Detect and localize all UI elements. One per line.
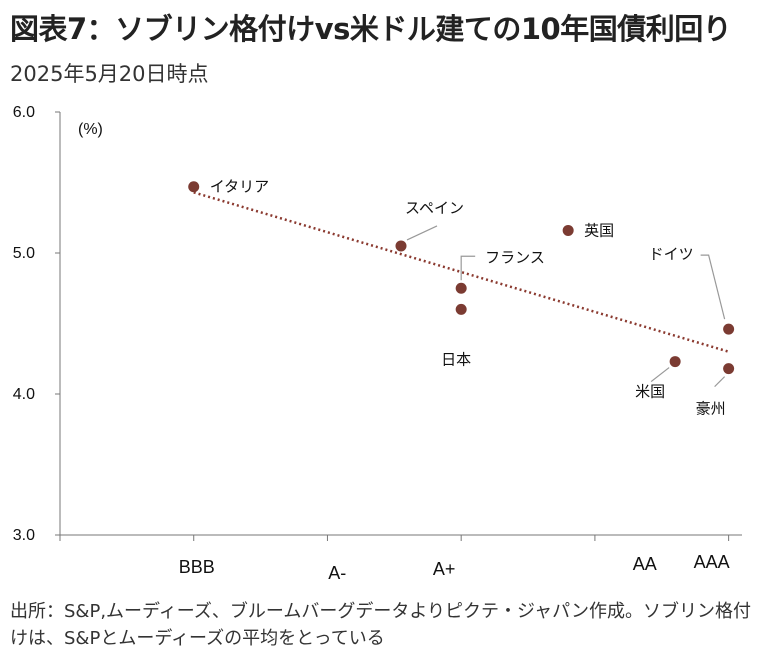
data-point [723,363,735,375]
x-category-label: AAA [694,552,730,572]
data-point [562,224,574,236]
point-label: ドイツ [649,245,694,263]
data-points [188,181,735,375]
x-category-label: A+ [433,559,456,579]
y-axis-label: (%) [78,121,103,138]
data-point [723,323,735,335]
point-label: 英国 [584,221,614,239]
y-tick-label: 6.0 [13,104,35,121]
leader-line [700,254,726,320]
y-tick-label: 4.0 [13,386,35,403]
leader-line [406,225,438,241]
source-note: 出所：S&P,ムーディーズ、ブルームバーグデータよりピクテ・ジャパン作成。ソブリ… [10,601,751,649]
chart-subtitle: 2025年5月20日時点 [10,62,209,86]
leader-line [714,376,726,388]
trendline-group [193,191,729,353]
x-category-label: AA [633,554,657,574]
point-label: 豪州 [696,400,726,418]
leader-lines [406,225,726,388]
trendline [193,191,729,353]
data-point [188,181,200,193]
point-label: イタリア [210,178,269,196]
leader-line [650,367,670,383]
x-category-label: BBB [179,557,215,577]
data-point [395,240,407,252]
data-point [669,356,681,368]
point-label: 米国 [635,383,665,401]
point-label: 日本 [441,350,471,368]
y-tick-label: 3.0 [13,527,35,544]
point-label: フランス [485,248,545,266]
leader-line [460,255,476,281]
chart-title: 図表7：ソブリン格付けvs米ドル建ての10年国債利回り [10,12,732,46]
point-label: スペイン [405,199,464,217]
data-point [455,303,467,315]
data-point [455,282,467,294]
y-tick-label: 5.0 [13,245,35,262]
x-category-label: A- [328,563,346,583]
